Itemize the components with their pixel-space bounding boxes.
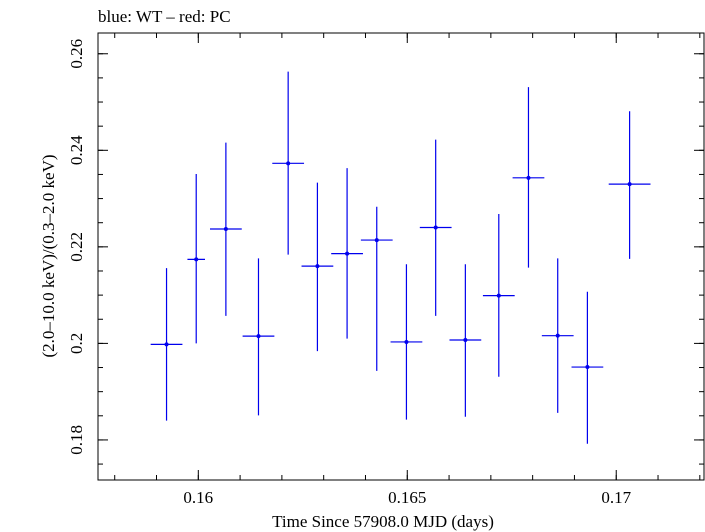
x-tick-label: 0.17 bbox=[601, 488, 631, 507]
data-point bbox=[512, 87, 545, 268]
data-marker bbox=[315, 264, 320, 269]
y-tick-label: 0.2 bbox=[67, 333, 86, 354]
data-marker bbox=[345, 251, 350, 256]
data-marker bbox=[223, 226, 228, 231]
data-point bbox=[150, 268, 183, 421]
data-marker bbox=[585, 365, 590, 370]
y-axis-label: (2.0–10.0 keV)/(0.3–2.0 keV) bbox=[39, 154, 58, 357]
data-point bbox=[360, 206, 393, 371]
y-tick-label: 0.24 bbox=[67, 135, 86, 165]
data-marker bbox=[256, 334, 261, 339]
data-marker bbox=[627, 182, 632, 187]
data-point bbox=[390, 264, 423, 420]
x-tick-label: 0.165 bbox=[388, 488, 426, 507]
plot-frame bbox=[97, 32, 705, 481]
y-tick-label: 0.22 bbox=[67, 232, 86, 262]
data-point bbox=[608, 111, 651, 259]
data-points bbox=[150, 71, 651, 444]
data-marker bbox=[526, 175, 531, 180]
y-tick-label: 0.18 bbox=[67, 425, 86, 455]
data-point bbox=[482, 214, 515, 377]
data-point bbox=[301, 182, 334, 352]
data-point bbox=[571, 291, 604, 444]
y-tick-label: 0.26 bbox=[67, 39, 86, 69]
data-point bbox=[242, 258, 275, 416]
data-point bbox=[331, 168, 363, 339]
data-marker bbox=[194, 257, 199, 262]
axis-ticks: 0.16 0.165 0.17 0.18 0.2 0.22 0.24 0.26 bbox=[67, 33, 704, 507]
data-marker bbox=[164, 342, 169, 347]
data-marker bbox=[555, 333, 560, 338]
chart-title: blue: WT – red: PC bbox=[98, 7, 231, 26]
data-marker bbox=[286, 161, 291, 166]
data-marker bbox=[433, 225, 438, 230]
data-point bbox=[210, 142, 242, 316]
data-marker bbox=[404, 339, 409, 344]
data-point bbox=[419, 139, 452, 316]
data-point bbox=[449, 264, 482, 417]
data-point bbox=[272, 71, 305, 255]
data-marker bbox=[374, 238, 379, 243]
data-point bbox=[187, 173, 205, 344]
data-marker bbox=[463, 338, 468, 343]
data-marker bbox=[496, 293, 501, 298]
x-tick-label: 0.16 bbox=[183, 488, 213, 507]
x-axis-label: Time Since 57908.0 MJD (days) bbox=[272, 512, 494, 531]
data-point bbox=[541, 258, 574, 413]
